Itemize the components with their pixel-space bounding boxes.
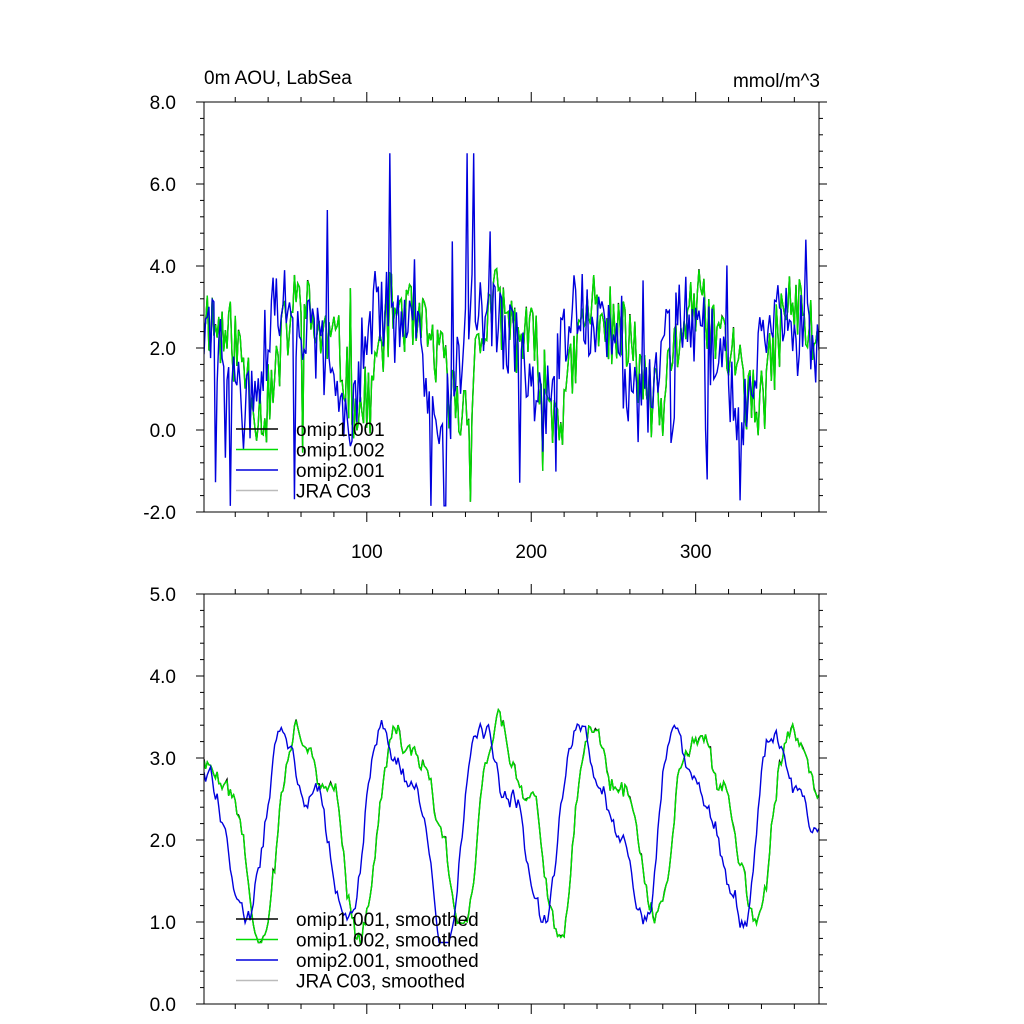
y-tick-label: 5.0: [150, 585, 176, 606]
series-line-1: [204, 708, 819, 945]
top-panel: 0m AOU, LabSea mmol/m^3 -2.0 0.0 2.0 4.0 6.0…: [143, 68, 827, 563]
y-tick-label: 0.0: [150, 421, 176, 442]
series-line-1: [204, 267, 819, 502]
y-tick-label: 2.0: [150, 339, 176, 360]
bottom-axis-ticks: 0.0 1.0 2.0 3.0 4.0 5.0: [150, 584, 827, 1016]
y-tick-label: 4.0: [150, 257, 176, 278]
top-title-right: mmol/m^3: [733, 71, 820, 92]
x-tick-label: 300: [680, 542, 712, 563]
x-tick-label: 200: [515, 542, 547, 563]
legend-label: JRA C03, smoothed: [296, 972, 465, 993]
legend-label: JRA C03: [296, 482, 371, 503]
top-series-lines: [204, 153, 819, 507]
legend-label: omip1.001, smoothed: [296, 910, 479, 931]
legend-label: omip1.002, smoothed: [296, 931, 479, 952]
y-tick-label: 1.0: [150, 913, 176, 934]
y-tick-label: 6.0: [150, 175, 176, 196]
y-tick-label: -2.0: [143, 503, 176, 524]
legend-label: omip1.001: [296, 420, 385, 441]
series-line-2: [204, 720, 819, 944]
bottom-series-lines: [204, 708, 819, 945]
y-tick-label: 3.0: [150, 749, 176, 770]
y-tick-label: 0.0: [150, 995, 176, 1016]
series-line-2: [204, 153, 819, 507]
bottom-panel: 0.01.02.03.04.05.0 omip1.001, smoothedom…: [150, 584, 827, 1016]
top-plot-frame: [203, 101, 820, 513]
y-tick-label: 2.0: [150, 831, 176, 852]
legend-label: omip1.002: [296, 441, 385, 462]
series-line-0: [204, 708, 819, 945]
bottom-plot-frame: [203, 593, 820, 1005]
legend-label: omip2.001: [296, 461, 385, 482]
top-axis-ticks: -2.0 0.0 2.0 4.0 6.0 8.0 100 200 300: [143, 92, 827, 563]
y-tick-label: 4.0: [150, 667, 176, 688]
top-title-left: 0m AOU, LabSea: [204, 68, 352, 89]
x-tick-label: 100: [351, 542, 383, 563]
y-tick-label: 8.0: [150, 93, 176, 114]
legend-label: omip2.001, smoothed: [296, 951, 479, 972]
